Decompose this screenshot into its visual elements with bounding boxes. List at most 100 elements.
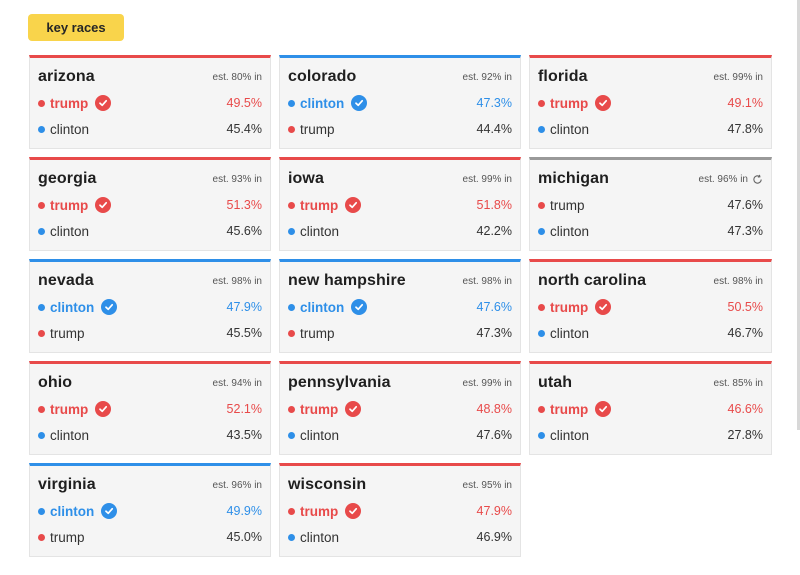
- race-card-header: utah est. 85% in: [538, 364, 763, 396]
- candidate-info: trump: [538, 401, 612, 417]
- candidate-info: trump: [538, 95, 612, 111]
- candidate-row: clinton 47.3%: [538, 218, 763, 244]
- race-card-north-carolina[interactable]: north carolina est. 98% in trump 50.5% clint…: [529, 259, 772, 353]
- candidate-name: clinton: [50, 299, 95, 315]
- candidate-info: clinton: [288, 299, 368, 315]
- party-dot-icon: [538, 99, 545, 107]
- candidate-row: trump 50.5%: [538, 294, 763, 320]
- candidate-name: trump: [550, 401, 589, 417]
- candidate-row: trump 51.8%: [288, 192, 512, 218]
- candidate-row: trump 47.6%: [538, 192, 763, 218]
- vote-percentage: 46.9%: [476, 530, 512, 544]
- candidate-info: trump: [38, 401, 112, 417]
- vote-percentage: 46.6%: [727, 402, 763, 416]
- race-card-header: nevada est. 98% in: [38, 262, 262, 294]
- state-name: georgia: [38, 170, 97, 187]
- race-card-utah[interactable]: utah est. 85% in trump 46.6% clinton 27.8%: [529, 361, 772, 455]
- race-card-michigan[interactable]: michigan est. 96% in trump 47.6% clinton 47.3…: [529, 157, 772, 251]
- party-dot-icon: [538, 303, 545, 311]
- candidate-info: trump: [538, 198, 585, 213]
- race-card-georgia[interactable]: georgia est. 93% in trump 51.3% clinton 45.6%: [29, 157, 271, 251]
- vote-percentage: 47.6%: [476, 300, 512, 314]
- party-dot-icon: [38, 329, 45, 337]
- party-dot-icon: [538, 329, 545, 337]
- candidate-name: clinton: [550, 325, 590, 341]
- candidate-name: trump: [50, 325, 85, 341]
- race-card-wisconsin[interactable]: wisconsin est. 95% in trump 47.9% clinton 46.…: [279, 463, 521, 557]
- vote-percentage: 47.3%: [476, 326, 512, 340]
- reporting-estimate: est. 94% in: [213, 378, 262, 389]
- race-card-header: florida est. 99% in: [538, 58, 763, 90]
- candidate-info: clinton: [38, 122, 89, 137]
- candidate-name: clinton: [550, 223, 590, 239]
- candidate-row: clinton 47.6%: [288, 422, 512, 448]
- reporting-estimate-text: est. 98% in: [462, 275, 512, 287]
- party-dot-icon: [38, 507, 45, 515]
- vote-percentage: 48.8%: [476, 402, 512, 416]
- race-card-arizona[interactable]: arizona est. 80% in trump 49.5% clinton 45.4%: [29, 55, 271, 149]
- vote-percentage: 43.5%: [226, 428, 262, 442]
- reporting-estimate: est. 98% in: [213, 276, 262, 287]
- candidate-info: clinton: [288, 224, 339, 239]
- race-card-florida[interactable]: florida est. 99% in trump 49.1% clinton 47.8%: [529, 55, 772, 149]
- candidate-name: trump: [300, 325, 335, 341]
- party-dot-icon: [288, 99, 295, 107]
- race-card-new-hampshire[interactable]: new hampshire est. 98% in clinton 47.6% trum…: [279, 259, 521, 353]
- race-card-header: iowa est. 99% in: [288, 160, 512, 192]
- candidate-name: clinton: [550, 121, 590, 137]
- race-card-header: new hampshire est. 98% in: [288, 262, 512, 294]
- key-races-badge[interactable]: key races: [28, 14, 124, 41]
- race-card-nevada[interactable]: nevada est. 98% in clinton 47.9% trump 45.5%: [29, 259, 271, 353]
- candidate-row: clinton 47.3%: [288, 90, 512, 116]
- party-dot-icon: [288, 227, 295, 235]
- reporting-estimate-text: est. 94% in: [212, 377, 262, 389]
- candidate-row: clinton 47.9%: [38, 294, 262, 320]
- party-dot-icon: [538, 431, 545, 439]
- reporting-estimate: est. 93% in: [213, 174, 262, 185]
- party-dot-icon: [538, 201, 545, 209]
- vote-percentage: 51.8%: [476, 198, 512, 212]
- candidate-name: trump: [50, 401, 89, 417]
- candidate-info: trump: [38, 530, 85, 545]
- race-card-header: arizona est. 80% in: [38, 58, 262, 90]
- party-dot-icon: [538, 125, 545, 133]
- vote-percentage: 47.6%: [727, 198, 763, 212]
- reporting-estimate-text: est. 96% in: [212, 479, 262, 491]
- reporting-estimate-text: est. 96% in: [698, 173, 748, 185]
- candidate-name: clinton: [50, 503, 95, 519]
- candidate-row: clinton 27.8%: [538, 422, 763, 448]
- vote-percentage: 45.5%: [226, 326, 262, 340]
- candidate-name: trump: [50, 197, 89, 213]
- state-name: utah: [538, 374, 573, 391]
- race-card-iowa[interactable]: iowa est. 99% in trump 51.8% clinton 42.2%: [279, 157, 521, 251]
- reporting-estimate: est. 99% in: [714, 72, 763, 83]
- reporting-estimate-text: est. 85% in: [713, 377, 763, 389]
- state-name: new hampshire: [288, 272, 406, 289]
- candidate-info: clinton: [38, 299, 118, 315]
- scrollbar[interactable]: [797, 0, 800, 430]
- candidate-info: trump: [288, 122, 335, 137]
- party-dot-icon: [288, 431, 295, 439]
- party-dot-icon: [288, 507, 295, 515]
- race-card-pennsylvania[interactable]: pennsylvania est. 99% in trump 48.8% clinton…: [279, 361, 521, 455]
- reporting-estimate: est. 95% in: [463, 480, 512, 491]
- winner-check-icon: [95, 95, 112, 111]
- race-card-ohio[interactable]: ohio est. 94% in trump 52.1% clinton 43.5%: [29, 361, 271, 455]
- party-dot-icon: [38, 533, 45, 541]
- candidate-name: clinton: [50, 121, 90, 137]
- candidate-info: clinton: [288, 530, 339, 545]
- candidate-info: clinton: [538, 326, 589, 341]
- reporting-estimate: est. 96% in: [699, 174, 763, 185]
- winner-check-icon: [95, 401, 112, 417]
- candidate-info: clinton: [38, 428, 89, 443]
- candidate-name: trump: [550, 95, 589, 111]
- candidate-name: clinton: [50, 427, 90, 443]
- vote-percentage: 49.9%: [226, 504, 262, 518]
- vote-percentage: 51.3%: [226, 198, 262, 212]
- race-card-colorado[interactable]: colorado est. 92% in clinton 47.3% trump 44.4…: [279, 55, 521, 149]
- reporting-estimate: est. 92% in: [463, 72, 512, 83]
- candidate-info: clinton: [288, 428, 339, 443]
- winner-check-icon: [345, 197, 362, 213]
- race-card-header: pennsylvania est. 99% in: [288, 364, 512, 396]
- race-card-virginia[interactable]: virginia est. 96% in clinton 49.9% trump 45.0…: [29, 463, 271, 557]
